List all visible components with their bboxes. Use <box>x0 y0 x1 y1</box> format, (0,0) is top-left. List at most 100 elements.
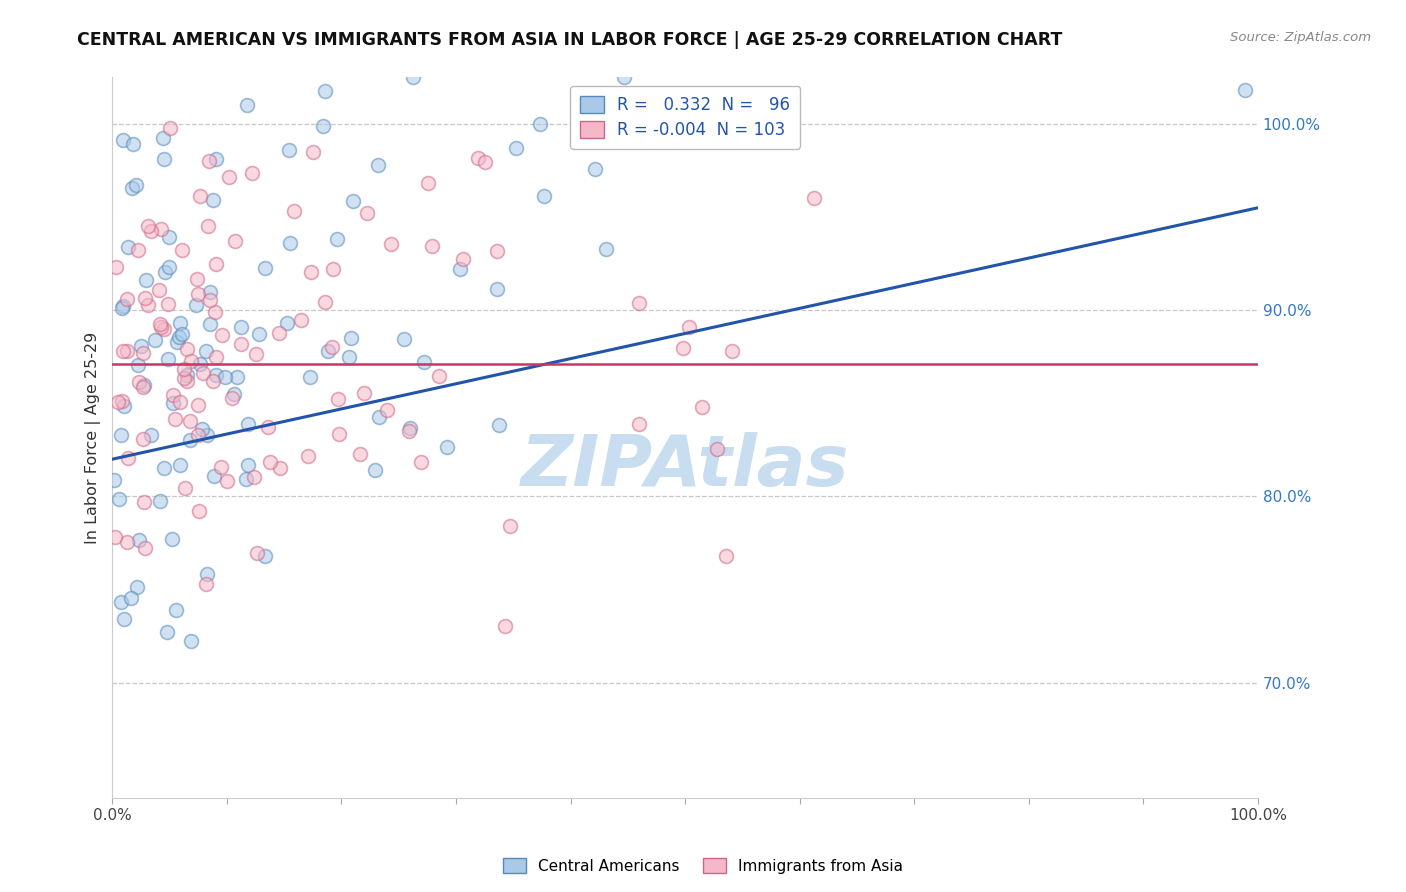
Point <box>179 414 201 428</box>
Point <box>349 447 371 461</box>
Point <box>316 344 339 359</box>
Point <box>276 316 298 330</box>
Point <box>111 301 134 315</box>
Legend: Central Americans, Immigrants from Asia: Central Americans, Immigrants from Asia <box>498 852 908 880</box>
Point <box>356 205 378 219</box>
Point <box>197 219 219 233</box>
Point <box>449 262 471 277</box>
Point <box>169 395 191 409</box>
Point <box>188 504 211 518</box>
Point <box>231 337 253 351</box>
Point <box>170 243 193 257</box>
Point <box>221 392 243 406</box>
Point <box>240 166 263 180</box>
Point <box>257 420 280 434</box>
Point <box>678 320 700 334</box>
Point <box>187 287 209 301</box>
Point <box>269 460 291 475</box>
Point <box>416 176 439 190</box>
Point <box>162 396 184 410</box>
Point <box>111 299 134 313</box>
Point <box>128 533 150 547</box>
Point <box>166 335 188 350</box>
Point <box>165 603 187 617</box>
Point <box>218 169 240 184</box>
Point <box>125 178 148 192</box>
Point <box>314 294 336 309</box>
Point <box>494 619 516 633</box>
Point <box>190 189 212 203</box>
Point <box>204 351 226 365</box>
Point <box>197 154 219 169</box>
Point <box>132 345 155 359</box>
Point <box>112 399 135 413</box>
Point <box>122 136 145 151</box>
Point <box>160 532 183 546</box>
Point <box>188 357 211 371</box>
Point <box>401 70 423 85</box>
Point <box>322 262 344 277</box>
Point <box>803 191 825 205</box>
Point <box>150 222 173 236</box>
Point <box>420 239 443 253</box>
Point <box>148 284 170 298</box>
Point <box>111 133 134 147</box>
Point <box>529 117 551 131</box>
Point <box>533 188 555 202</box>
Point <box>107 491 129 506</box>
Text: CENTRAL AMERICAN VS IMMIGRANTS FROM ASIA IN LABOR FORCE | AGE 25-29 CORRELATION : CENTRAL AMERICAN VS IMMIGRANTS FROM ASIA… <box>77 31 1063 49</box>
Point <box>190 422 212 436</box>
Point <box>214 370 236 384</box>
Point <box>173 482 195 496</box>
Point <box>149 494 172 508</box>
Point <box>132 432 155 446</box>
Point <box>176 374 198 388</box>
Point <box>200 293 222 308</box>
Legend: R =   0.332  N =   96, R = -0.004  N = 103: R = 0.332 N = 96, R = -0.004 N = 103 <box>571 86 800 149</box>
Point <box>311 119 333 133</box>
Point <box>224 235 246 249</box>
Point <box>187 428 209 442</box>
Point <box>157 230 180 244</box>
Point <box>301 265 323 279</box>
Point <box>302 145 325 159</box>
Point <box>152 461 174 475</box>
Point <box>628 417 651 432</box>
Point <box>195 427 218 442</box>
Point <box>110 428 132 442</box>
Point <box>156 296 179 310</box>
Text: Source: ZipAtlas.com: Source: ZipAtlas.com <box>1230 31 1371 45</box>
Point <box>236 458 259 473</box>
Point <box>253 261 276 276</box>
Point <box>187 398 209 412</box>
Point <box>278 236 301 251</box>
Point <box>115 292 138 306</box>
Point <box>110 595 132 609</box>
Point <box>205 257 228 271</box>
Point <box>117 240 139 254</box>
Point <box>152 131 174 145</box>
Point <box>368 409 391 424</box>
Point <box>202 374 225 388</box>
Point <box>235 98 257 112</box>
Point <box>162 388 184 402</box>
Text: ZIPAtlas: ZIPAtlas <box>520 432 849 501</box>
Point <box>267 326 290 341</box>
Point <box>195 566 218 581</box>
Point <box>607 122 630 136</box>
Point <box>278 143 301 157</box>
Point <box>337 350 360 364</box>
Point <box>380 236 402 251</box>
Point <box>136 219 159 233</box>
Point <box>180 354 202 368</box>
Point <box>1234 83 1257 97</box>
Point <box>706 442 728 457</box>
Point <box>672 342 695 356</box>
Point <box>353 386 375 401</box>
Point <box>193 367 215 381</box>
Point <box>117 450 139 465</box>
Point <box>290 313 312 327</box>
Point <box>115 343 138 358</box>
Point <box>409 455 432 469</box>
Point <box>150 320 173 334</box>
